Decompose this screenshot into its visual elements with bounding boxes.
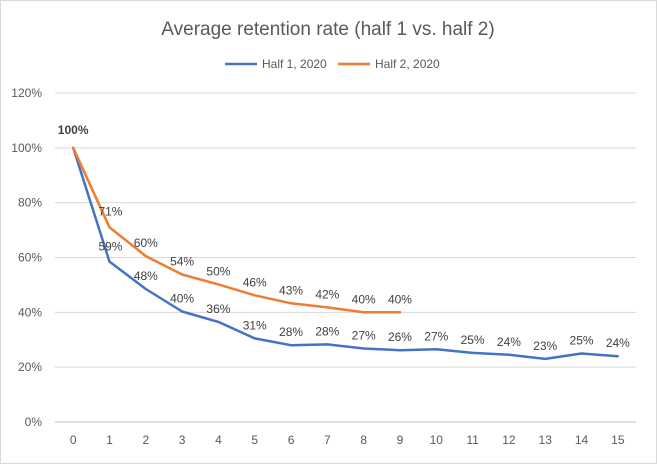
data-label-half1: 24% [606,336,630,350]
data-label-half1: 27% [352,329,376,343]
data-label-half1: 25% [570,333,594,347]
chart-title: Average retention rate (half 1 vs. half … [161,19,494,40]
data-label-half2: 40% [352,292,376,306]
x-tick-label: 1 [106,433,113,447]
y-tick-label: 100% [11,141,42,155]
data-label-half1: 36% [206,302,230,316]
x-tick-label: 12 [502,433,516,447]
data-label-half2: 46% [243,275,267,289]
x-tick-label: 8 [360,433,367,447]
x-tick-label: 11 [466,433,479,447]
data-label-half1: 25% [461,333,485,347]
y-tick-label: 120% [11,86,42,100]
data-label-half1: 27% [424,329,448,343]
data-label-half1: 31% [243,318,267,332]
series-line-1 [71,146,620,361]
data-label-half2: 54% [170,254,194,268]
gridlines [55,92,636,423]
x-tick-label: 3 [179,433,186,447]
data-label-half2: 40% [388,292,412,306]
data-label-half2: 42% [315,287,339,301]
x-tick-label: 15 [611,433,625,447]
data-label-half1: 26% [388,330,412,344]
data-label-half1: 59% [98,240,122,254]
legend-label: Half 2, 2020 [375,57,440,71]
x-axis-ticks: 0 1 2 3 4 5 6 7 8 9 10 11 12 13 14 15 [70,433,625,447]
data-label-half1: 24% [497,335,521,349]
x-tick-label: 0 [70,433,77,447]
x-tick-label: 4 [215,433,222,447]
x-tick-label: 2 [142,433,149,447]
y-tick-label: 0% [25,415,43,429]
y-tick-label: 20% [18,360,42,374]
data-label-half2: 71% [98,204,122,218]
series-lines [71,146,620,361]
data-label-half1: 23% [533,339,557,353]
x-tick-label: 5 [251,433,258,447]
series-line-2 [71,146,402,314]
data-label-half2: 43% [279,283,303,297]
y-tick-label: 60% [18,251,42,265]
x-tick-label: 7 [324,433,331,447]
data-label-half1: 28% [315,324,339,338]
legend-label: Half 1, 2020 [262,57,327,71]
data-label-half1: 48% [134,269,158,283]
data-labels: 59% 48% 40% 36% 31% 28% 28% 27% 26% 27% 25% 24% 23% 2… [58,123,630,353]
x-tick-label: 9 [397,433,404,447]
y-tick-label: 40% [18,305,42,319]
x-tick-label: 14 [575,433,589,447]
x-tick-label: 13 [539,433,553,447]
y-axis-ticks: 0% 20% 40% 60% 80% 100% 120% [11,86,42,429]
data-label-half2: 100% [58,123,89,137]
x-tick-label: 6 [288,433,295,447]
legend: Half 1, 2020 Half 2, 2020 [225,57,440,71]
data-label-half1: 40% [170,292,194,306]
data-label-half2: 60% [134,236,158,250]
data-label-half1: 28% [279,325,303,339]
y-tick-label: 80% [18,196,42,210]
data-label-half2: 50% [206,264,230,278]
x-tick-label: 10 [430,433,444,447]
